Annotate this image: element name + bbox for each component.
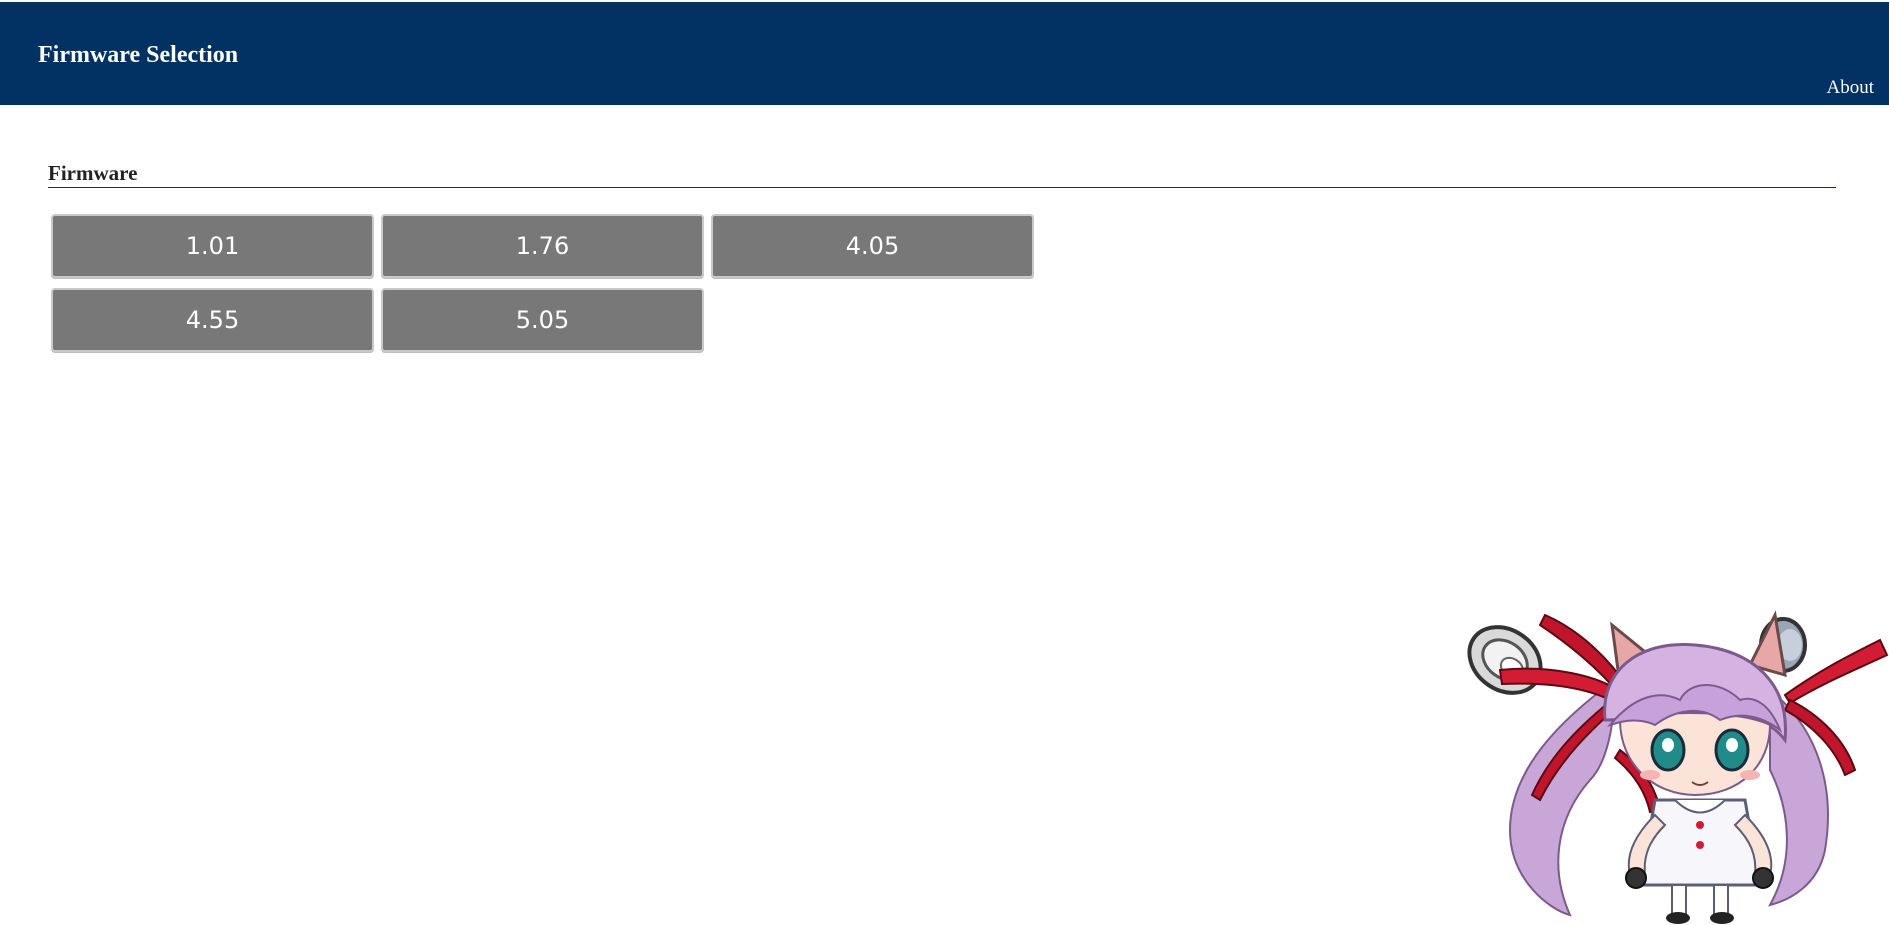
firmware-button-1-76[interactable]: 1.76 (381, 214, 704, 278)
firmware-section: Firmware (48, 160, 1836, 188)
section-heading: Firmware (48, 160, 1836, 188)
about-link[interactable]: About (1826, 77, 1875, 98)
firmware-button-4-55[interactable]: 4.55 (51, 288, 374, 352)
firmware-button-4-05[interactable]: 4.05 (711, 214, 1034, 278)
firmware-button-1-01[interactable]: 1.01 (51, 214, 374, 278)
top-bar: Firmware Selection About (0, 2, 1889, 105)
headphone-left (1467, 625, 1543, 695)
firmware-button-grid: 1.01 1.76 4.05 4.55 5.05 (51, 214, 1051, 352)
mascot-illustration (1467, 610, 1889, 924)
page-title: Firmware Selection (38, 42, 239, 68)
firmware-button-5-05[interactable]: 5.05 (381, 288, 704, 352)
